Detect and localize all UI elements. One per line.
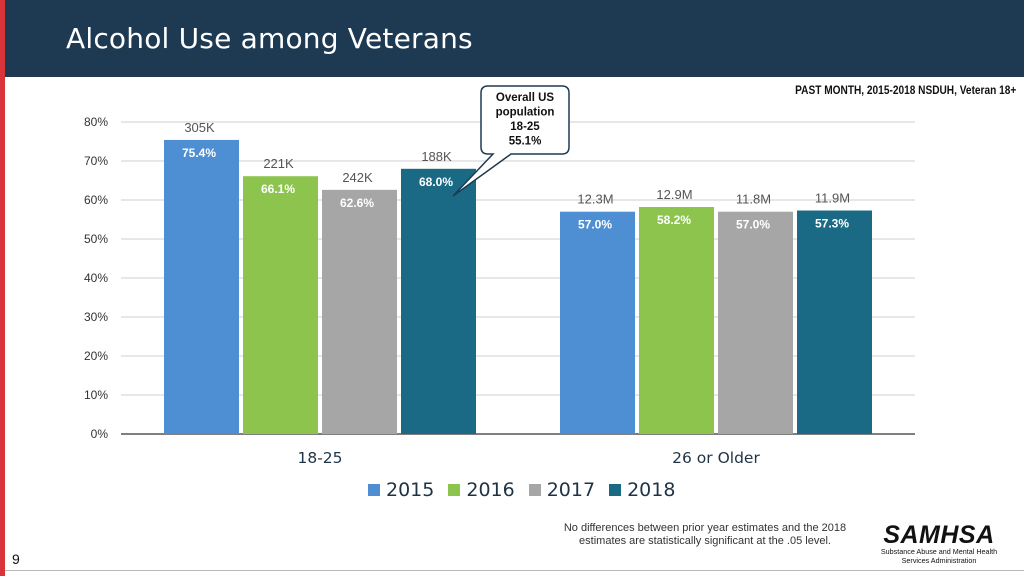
logo-wordmark: SAMHSA <box>883 521 995 549</box>
bar-value-label: 57.3% <box>815 217 849 231</box>
bar <box>718 211 793 434</box>
bar-count-label: 12.3M <box>577 192 613 207</box>
callout-bubble <box>452 85 570 197</box>
y-tick-label: 80% <box>84 115 108 129</box>
bar-value-label: 66.1% <box>261 182 295 196</box>
slide-title: Alcohol Use among Veterans <box>66 22 473 55</box>
y-tick-label: 50% <box>84 232 108 246</box>
bar-count-label: 188K <box>421 149 452 164</box>
bar <box>243 176 318 434</box>
legend-item: 2018 <box>609 479 675 501</box>
y-tick-label: 60% <box>84 193 108 207</box>
legend-swatch <box>448 484 461 496</box>
y-tick-label: 30% <box>84 310 108 324</box>
legend-label: 2015 <box>386 479 435 501</box>
callout-text: population <box>496 107 555 119</box>
bar <box>322 189 397 434</box>
footer-divider <box>5 570 1024 571</box>
legend-label: 2017 <box>546 479 596 501</box>
bar <box>560 211 635 434</box>
legend-item: 2015 <box>368 479 434 501</box>
bar <box>639 207 714 434</box>
callout-text: Overall US <box>496 92 554 104</box>
bar-value-label: 62.6% <box>340 196 374 210</box>
bar-value-label: 57.0% <box>578 218 612 232</box>
bar-count-label: 242K <box>342 170 373 185</box>
legend-label: 2016 <box>466 479 515 501</box>
legend-item: 2016 <box>448 479 515 501</box>
bar-count-label: 221K <box>263 156 294 171</box>
bar <box>401 168 476 435</box>
legend-label: 2018 <box>627 479 676 501</box>
bar-count-label: 11.8M <box>736 192 771 207</box>
legend-swatch <box>609 484 622 496</box>
y-tick-label: 40% <box>84 271 108 285</box>
slide-header: Alcohol Use among Veterans <box>5 0 1024 77</box>
footnote: No differences between prior year estima… <box>563 522 847 547</box>
bar-chart: 0% 10% 20% 30% 40% 50% 60% 70% 80% 75.4% 305K 66.1%… <box>84 85 915 467</box>
callout-text: 18-25 <box>510 121 540 133</box>
x-category-label: 26 or Older <box>672 449 760 467</box>
samhsa-logo: SAMHSA Substance Abuse and Mental Health… <box>880 522 998 565</box>
chart-subtitle: PAST MONTH, 2015-2018 NSDUH, Veteran 18+ <box>794 85 1016 97</box>
page-number: 9 <box>12 551 20 567</box>
bar-count-label: 305K <box>184 120 215 135</box>
y-tick-label: 10% <box>84 388 108 402</box>
bar-value-label: 57.0% <box>736 218 770 232</box>
y-tick-label: 70% <box>84 154 108 168</box>
bar <box>164 139 239 434</box>
bar-count-label: 12.9M <box>656 187 692 202</box>
bar-value-label: 58.2% <box>657 213 691 227</box>
chart-legend: 2015 2016 2017 2018 <box>368 478 675 502</box>
callout-text: 55.1% <box>509 136 542 148</box>
logo-subtitle: Substance Abuse and Mental Health Servic… <box>880 547 998 565</box>
bar-value-label: 68.0% <box>419 175 453 189</box>
x-category-label: 18-25 <box>297 449 342 467</box>
bar <box>797 210 872 434</box>
bar-value-label: 75.4% <box>182 146 216 160</box>
y-tick-label: 0% <box>91 427 109 441</box>
legend-swatch <box>528 484 541 496</box>
legend-swatch <box>368 484 380 496</box>
bar-count-label: 11.9M <box>815 191 850 206</box>
y-tick-label: 20% <box>84 349 108 363</box>
accent-bar <box>0 0 5 576</box>
legend-item: 2017 <box>528 479 596 501</box>
